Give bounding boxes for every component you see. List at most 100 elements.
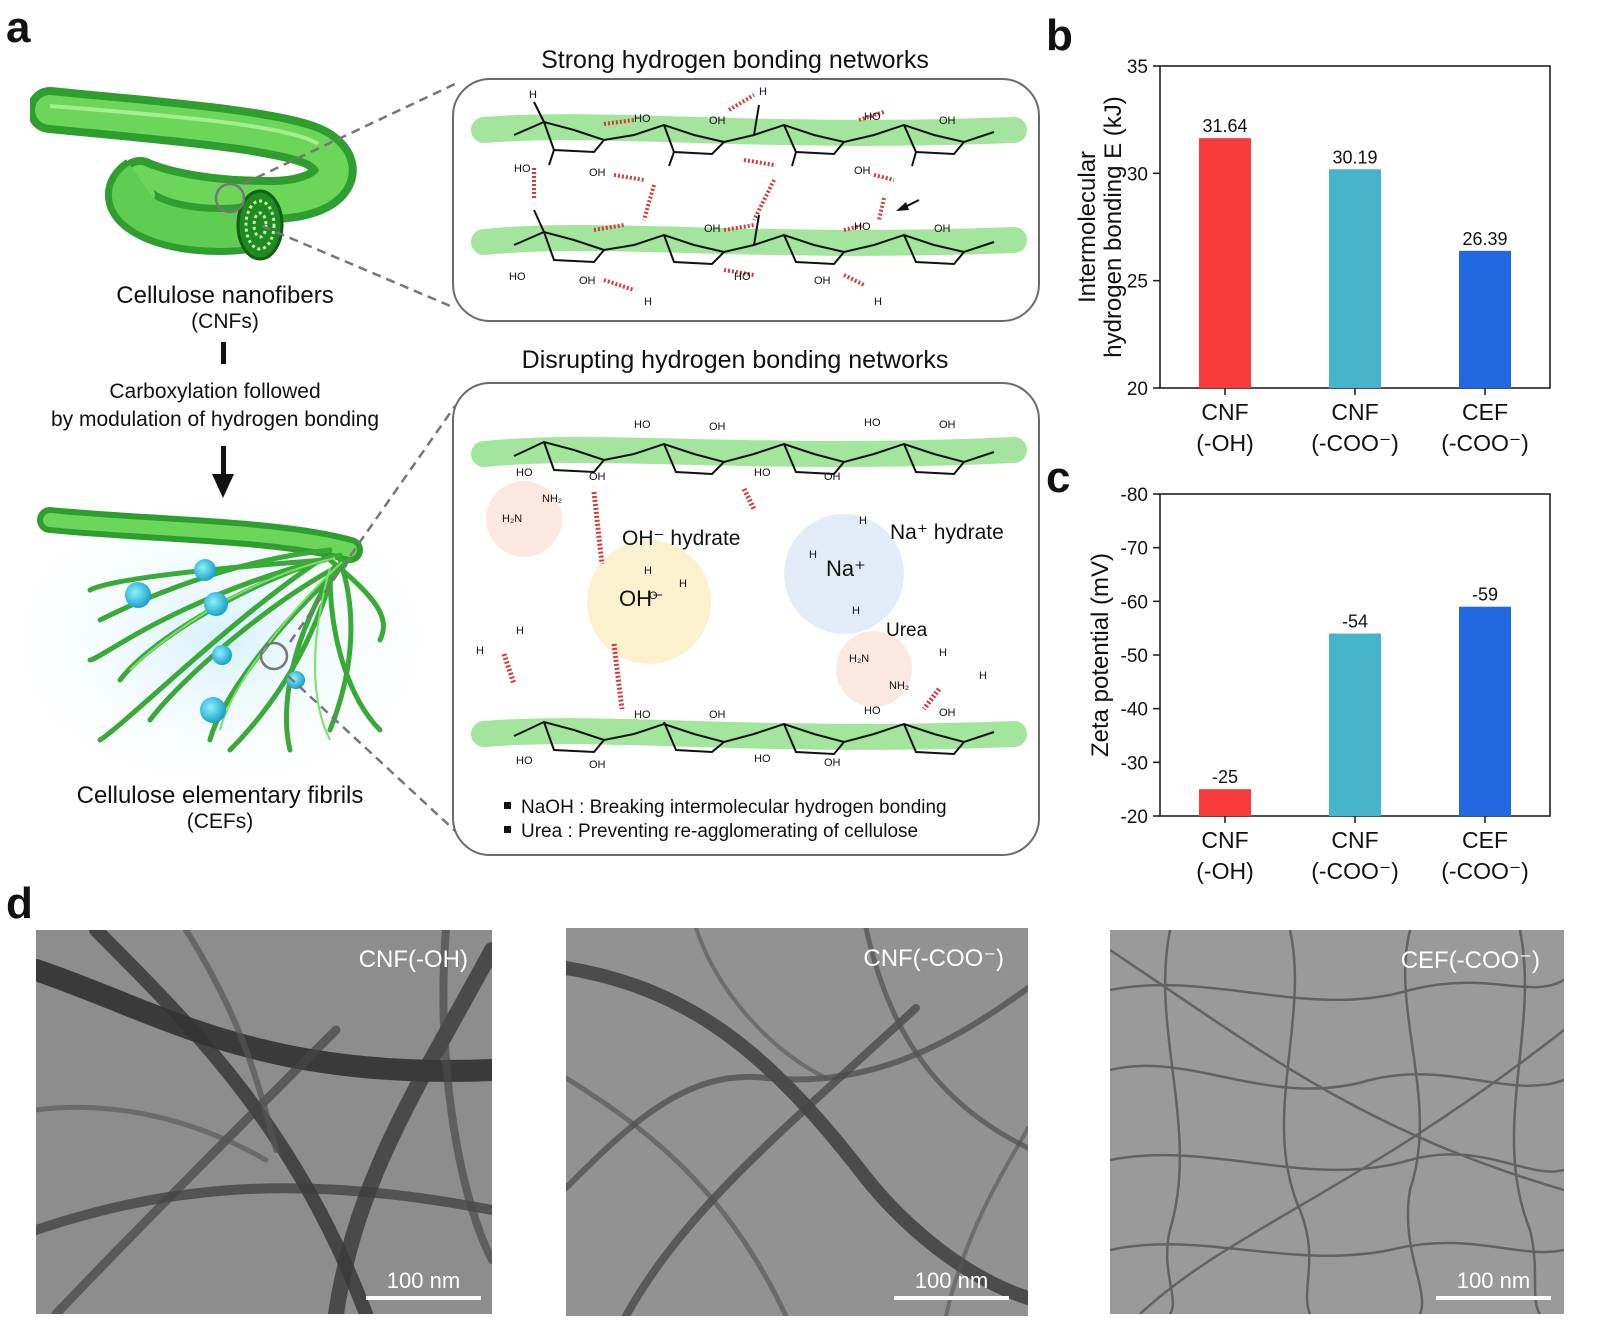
atom-label: O bbox=[649, 590, 658, 602]
scale-bar bbox=[894, 1296, 1009, 1300]
scale-bar bbox=[366, 1296, 481, 1300]
atom-label: H₂N bbox=[502, 513, 522, 525]
cnf-fiber-bundle bbox=[30, 87, 357, 261]
atom-label: OH bbox=[934, 223, 951, 235]
x-tick-label: (-COO⁻) bbox=[1311, 858, 1399, 884]
x-tick-label: (-COO⁻) bbox=[1441, 430, 1529, 456]
atom-label: H bbox=[644, 296, 652, 308]
atom-label: H₂N bbox=[849, 653, 869, 665]
x-tick-label: CNF bbox=[1201, 827, 1248, 853]
atom-label: OH bbox=[709, 115, 726, 127]
y-tick-label: -40 bbox=[1121, 700, 1148, 721]
tem-tag-cef-coo: CEF(-COO⁻) bbox=[1400, 947, 1540, 974]
x-tick-label: CNF bbox=[1331, 827, 1378, 853]
atom-label: H bbox=[939, 647, 947, 659]
atom-label: HO bbox=[634, 419, 651, 431]
cnf-label: Cellulose nanofibers bbox=[116, 282, 334, 309]
tem-image-cnf-coo: CNF(-COO⁻) 100 nm bbox=[566, 928, 1028, 1316]
process-arrow-head bbox=[212, 474, 234, 498]
legend-naoh: NaOH : Breaking intermolecular hydrogen … bbox=[504, 796, 947, 820]
box-top-title: Strong hydrogen bonding networks bbox=[541, 46, 929, 74]
hbond-network-strong-box: HO OH HO OH HO OH OH OH HO OH HO OH HO O… bbox=[452, 78, 1040, 322]
cnf-zoom-circle bbox=[214, 182, 246, 214]
legend-urea: Urea : Preventing re-agglomerating of ce… bbox=[504, 820, 918, 844]
atom-label: HO bbox=[634, 113, 651, 125]
y-axis-label: Intermolecular hydrogen bonding E (kJ) bbox=[1074, 96, 1127, 358]
atom-label: H bbox=[476, 645, 484, 657]
atom-label: H bbox=[979, 670, 987, 682]
fiber-illustration bbox=[30, 87, 420, 780]
atom-label: HO bbox=[864, 111, 881, 123]
atom-label: HO bbox=[754, 753, 771, 765]
atom-label: H bbox=[516, 625, 524, 637]
atom-label: OH bbox=[589, 759, 606, 771]
oh-hydrate-label: OH⁻ hydrate bbox=[622, 527, 741, 550]
cnf-abbr: (CNFs) bbox=[191, 310, 259, 333]
atom-label: HO bbox=[514, 163, 531, 175]
y-tick-label: 35 bbox=[1127, 57, 1148, 78]
atom-label: H bbox=[529, 89, 537, 101]
oh-ion-label: OH⁻ bbox=[619, 586, 664, 611]
cef-zoom-circle bbox=[259, 641, 289, 671]
y-tick-label: 25 bbox=[1127, 272, 1148, 293]
bar bbox=[1329, 169, 1381, 388]
atom-label: OH bbox=[704, 223, 721, 235]
tem-texture bbox=[1110, 930, 1564, 1314]
bar-value-label: -54 bbox=[1342, 612, 1368, 632]
atom-label: H bbox=[859, 515, 867, 527]
atom-label: H bbox=[874, 296, 882, 308]
tem-image-cnf-oh: CNF(-OH) 100 nm bbox=[36, 930, 492, 1314]
legend-bullet bbox=[504, 802, 511, 810]
bar-value-label: 26.39 bbox=[1462, 229, 1507, 249]
atom-label: HO bbox=[509, 271, 526, 283]
y-tick-label: -50 bbox=[1121, 646, 1148, 667]
atom-label: HO bbox=[754, 467, 771, 479]
bar bbox=[1199, 138, 1251, 388]
bar-value-label: 30.19 bbox=[1332, 147, 1377, 167]
y-axis-label-line: hydrogen bonding E (kJ) bbox=[1100, 96, 1127, 358]
scale-bar bbox=[1436, 1296, 1551, 1300]
atom-label: HO bbox=[864, 705, 881, 717]
atom-label: OH bbox=[824, 471, 841, 483]
x-tick-label: CEF bbox=[1462, 827, 1508, 853]
atom-label: OH bbox=[939, 707, 956, 719]
zoom-connectors bbox=[242, 82, 466, 841]
y-axis-label-line: Intermolecular bbox=[1074, 151, 1101, 303]
atom-label: H bbox=[644, 565, 652, 577]
bar bbox=[1459, 250, 1511, 388]
atom-label: OH bbox=[709, 421, 726, 433]
x-tick-label: CNF bbox=[1201, 399, 1248, 425]
bar-value-label: 31.64 bbox=[1202, 116, 1247, 136]
panel-letter-a: a bbox=[6, 3, 31, 52]
process-arrow-shaft bbox=[221, 446, 226, 476]
atom-label: OH bbox=[709, 709, 726, 721]
cef-abbr: (CEFs) bbox=[186, 810, 254, 833]
atom-label: H bbox=[679, 578, 687, 590]
process-line-2: by modulation of hydrogen bonding bbox=[50, 408, 380, 431]
tem-texture bbox=[36, 930, 492, 1314]
scale-label: 100 nm bbox=[1456, 1268, 1531, 1293]
y-tick-label: -20 bbox=[1121, 807, 1148, 828]
y-tick-label: -30 bbox=[1121, 753, 1148, 774]
bar bbox=[1199, 789, 1251, 816]
atom-label: NH₂ bbox=[542, 493, 562, 505]
process-tick bbox=[221, 342, 226, 364]
y-tick-label: -70 bbox=[1121, 539, 1148, 560]
atom-label: OH bbox=[589, 167, 606, 179]
molecular-diagram-strong: HO OH HO OH HO OH OH OH HO OH HO OH HO O… bbox=[471, 86, 1027, 308]
y-tick-label: -60 bbox=[1121, 592, 1148, 613]
atom-label: OH bbox=[814, 275, 831, 287]
panel-letter-b: b bbox=[1046, 11, 1073, 60]
atom-label: OH bbox=[579, 275, 596, 287]
atom-label: HO bbox=[864, 417, 881, 429]
y-axis-label: Zeta potential (mV) bbox=[1087, 553, 1114, 757]
bar bbox=[1329, 633, 1381, 816]
legend-urea-text: Urea : Preventing re-agglomerating of ce… bbox=[521, 821, 919, 842]
x-tick-label: (-COO⁻) bbox=[1311, 430, 1399, 456]
molecular-diagram-disrupted: HO OH HO OH HO OH HO OH H₂N NH₂ H₂N NH₂ … bbox=[471, 417, 1027, 771]
scale-label: 100 nm bbox=[386, 1268, 461, 1293]
atom-label: OH bbox=[854, 165, 871, 177]
box-bottom-title: Disrupting hydrogen bonding networks bbox=[521, 346, 949, 374]
atom-label: OH bbox=[939, 115, 956, 127]
